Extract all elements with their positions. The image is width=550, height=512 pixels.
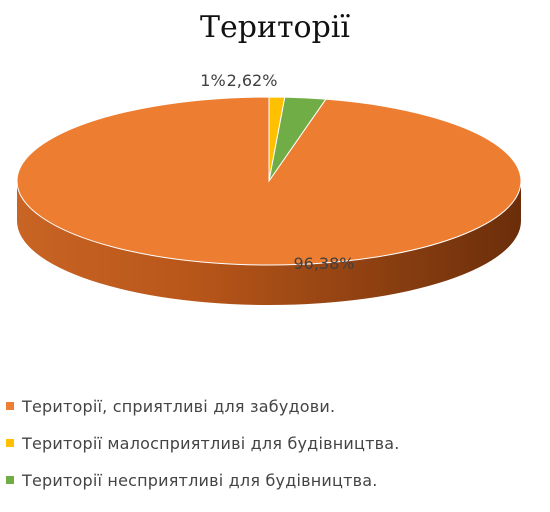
- legend: Території, сприятливі для забудови. Тери…: [6, 396, 400, 507]
- legend-swatch: [6, 402, 14, 410]
- legend-swatch: [6, 439, 14, 447]
- legend-item: Території несприятливі для будівництва.: [6, 470, 400, 490]
- legend-label: Території, сприятливі для забудови.: [22, 396, 336, 416]
- legend-label: Території несприятливі для будівництва.: [22, 470, 378, 490]
- pie-chart: 96,38% 1% 2,62%: [16, 71, 522, 305]
- legend-label: Території малосприятливі для будівництва…: [22, 433, 400, 453]
- data-label-1: 1%: [200, 71, 225, 90]
- pie-side-0: [17, 181, 521, 305]
- legend-swatch: [6, 476, 14, 484]
- pie-slice-2: [268, 96, 327, 182]
- chart-title: Території: [199, 10, 350, 45]
- data-label-0: 96,38%: [293, 254, 354, 273]
- data-label-2: 2,62%: [227, 71, 278, 90]
- legend-item: Території, сприятливі для забудови.: [6, 396, 400, 416]
- legend-item: Території малосприятливі для будівництва…: [6, 433, 400, 453]
